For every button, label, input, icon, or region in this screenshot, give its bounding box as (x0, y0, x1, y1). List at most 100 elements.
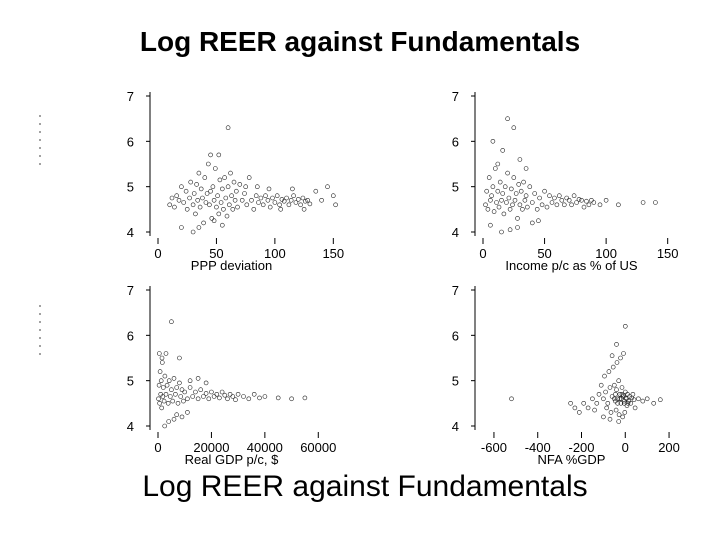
data-point (521, 179, 526, 185)
data-point (529, 200, 535, 205)
x-tick-label: 150 (657, 246, 679, 261)
data-point (221, 207, 226, 212)
x-tick-label: 50 (209, 246, 223, 261)
data-point (501, 211, 507, 217)
data-point (616, 202, 621, 208)
data-point (229, 193, 234, 198)
data-point (489, 193, 494, 198)
data-point (195, 396, 201, 402)
data-point (235, 391, 241, 397)
data-point (589, 198, 594, 203)
data-point (657, 397, 663, 403)
data-point (230, 207, 236, 212)
data-point (217, 177, 223, 183)
data-point (190, 229, 196, 235)
data-point (174, 412, 179, 418)
data-point (298, 202, 303, 208)
data-point (313, 188, 319, 194)
data-point (191, 191, 197, 196)
data-point (509, 396, 514, 402)
data-point (302, 395, 308, 401)
data-point (187, 195, 192, 201)
data-point (488, 222, 493, 228)
data-point (258, 195, 264, 201)
data-point (242, 191, 247, 196)
data-point (206, 161, 211, 167)
data-point (564, 195, 570, 201)
x-tick-label: 50 (537, 246, 551, 261)
data-point (517, 202, 523, 208)
data-point (176, 198, 182, 203)
data-point (508, 186, 514, 192)
data-point (492, 166, 498, 171)
data-point (568, 400, 573, 406)
data-point (158, 378, 164, 384)
data-point (307, 201, 313, 207)
data-point (592, 407, 597, 413)
data-point (511, 125, 517, 130)
data-point (491, 209, 497, 214)
data-point (219, 389, 225, 395)
data-point (632, 405, 638, 411)
data-point (277, 202, 282, 208)
data-point (239, 198, 245, 203)
data-point (601, 414, 606, 420)
data-point (196, 225, 202, 230)
data-point (586, 202, 592, 208)
data-point (203, 391, 209, 396)
data-point (518, 188, 524, 194)
data-point (607, 416, 613, 422)
data-point (253, 193, 259, 198)
x-tick-label: 0 (154, 440, 161, 455)
data-point (235, 204, 240, 210)
data-point (179, 414, 185, 420)
y-tick-label: 5 (127, 180, 134, 195)
data-point (201, 394, 206, 399)
data-point (496, 204, 502, 210)
data-point (613, 391, 618, 397)
data-point (559, 198, 565, 203)
data-point (230, 394, 236, 399)
data-point (613, 407, 619, 413)
data-point (618, 396, 624, 402)
data-point (266, 186, 272, 192)
y-tick-label: 7 (127, 283, 134, 298)
data-point (216, 152, 222, 158)
data-point (227, 202, 232, 208)
data-point (182, 389, 187, 395)
x-axis-title: PPP deviation (191, 258, 272, 273)
data-point (511, 175, 517, 180)
data-point (198, 186, 204, 192)
data-point (618, 400, 624, 406)
data-point (628, 400, 634, 406)
data-point (275, 395, 281, 401)
data-point (156, 382, 162, 388)
data-point (594, 400, 600, 406)
data-point (293, 200, 299, 205)
data-point (603, 198, 609, 203)
data-point (547, 193, 552, 198)
data-point (185, 410, 190, 415)
data-point (291, 193, 296, 198)
scatter-panel-1: 4 5 6 7 0 50 100 150 PPP deviation (127, 89, 344, 273)
data-point (233, 397, 238, 403)
data-point (169, 387, 174, 393)
data-point (177, 380, 182, 386)
data-point (190, 394, 195, 399)
data-point (225, 125, 231, 130)
bottom-caption: Log REER against Fundamentals (142, 470, 588, 503)
data-point (204, 191, 210, 196)
data-point (598, 382, 604, 388)
data-point (537, 195, 542, 201)
data-point (197, 204, 203, 210)
data-point (576, 197, 582, 202)
data-point (161, 385, 166, 390)
data-point (606, 369, 612, 374)
data-point (490, 139, 496, 144)
data-point (502, 184, 508, 189)
data-point (168, 394, 173, 399)
data-point (556, 193, 562, 198)
data-point (507, 227, 513, 232)
data-point (183, 188, 189, 194)
